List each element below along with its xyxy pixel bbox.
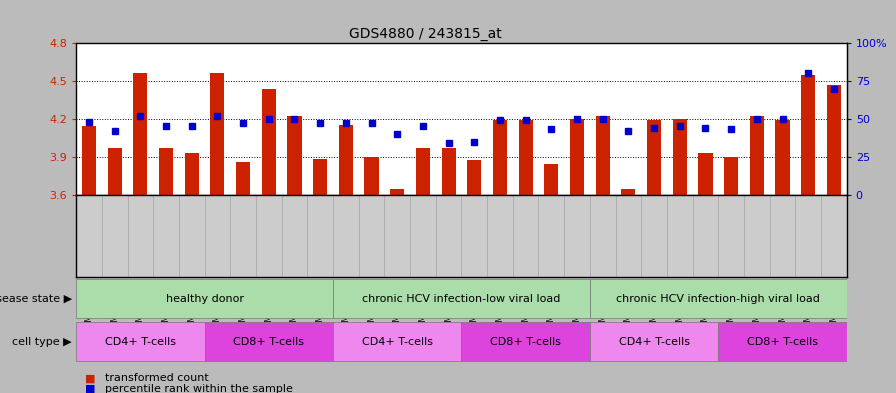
Bar xyxy=(76,322,204,362)
Bar xyxy=(159,148,173,195)
Bar xyxy=(724,157,738,195)
Text: CD4+ T-cells: CD4+ T-cells xyxy=(362,337,433,347)
Bar xyxy=(134,73,148,195)
Text: disease state ▶: disease state ▶ xyxy=(0,294,72,304)
Bar xyxy=(211,73,225,195)
Text: ■: ■ xyxy=(85,373,96,384)
Bar xyxy=(313,159,327,195)
Bar xyxy=(461,322,590,362)
Bar xyxy=(596,116,610,195)
Text: GDS4880 / 243815_at: GDS4880 / 243815_at xyxy=(349,27,502,41)
Bar xyxy=(262,88,276,195)
Bar xyxy=(365,157,379,195)
Text: healthy donor: healthy donor xyxy=(166,294,244,304)
Bar xyxy=(416,148,430,195)
Text: percentile rank within the sample: percentile rank within the sample xyxy=(105,384,293,393)
Text: CD4+ T-cells: CD4+ T-cells xyxy=(105,337,176,347)
Bar xyxy=(519,120,533,195)
Bar xyxy=(333,322,461,362)
Bar xyxy=(647,120,661,195)
Bar xyxy=(544,164,558,195)
Bar xyxy=(673,119,687,195)
Bar xyxy=(339,125,353,195)
Bar xyxy=(719,322,847,362)
Bar xyxy=(621,189,635,195)
Bar xyxy=(288,116,302,195)
Bar xyxy=(570,119,584,195)
Text: cell type ▶: cell type ▶ xyxy=(12,337,72,347)
Bar xyxy=(76,279,333,318)
Bar xyxy=(775,120,789,195)
Bar xyxy=(590,279,847,318)
Bar xyxy=(467,160,481,195)
Bar xyxy=(82,127,96,195)
Bar xyxy=(333,279,590,318)
Text: CD8+ T-cells: CD8+ T-cells xyxy=(490,337,561,347)
Text: CD8+ T-cells: CD8+ T-cells xyxy=(747,337,818,347)
Text: CD8+ T-cells: CD8+ T-cells xyxy=(233,337,305,347)
Text: chronic HCV infection-high viral load: chronic HCV infection-high viral load xyxy=(616,294,820,304)
Text: transformed count: transformed count xyxy=(105,373,209,384)
Bar xyxy=(827,85,841,195)
Bar xyxy=(801,75,815,195)
Bar xyxy=(390,189,404,195)
Text: chronic HCV infection-low viral load: chronic HCV infection-low viral load xyxy=(362,294,561,304)
Text: CD4+ T-cells: CD4+ T-cells xyxy=(618,337,690,347)
Bar xyxy=(493,120,507,195)
Bar xyxy=(698,153,712,195)
Bar xyxy=(185,153,199,195)
Bar xyxy=(108,148,122,195)
Text: ■: ■ xyxy=(85,384,96,393)
Bar xyxy=(442,148,456,195)
Bar xyxy=(590,322,719,362)
Bar xyxy=(236,162,250,195)
Bar xyxy=(750,116,764,195)
Bar xyxy=(204,322,333,362)
